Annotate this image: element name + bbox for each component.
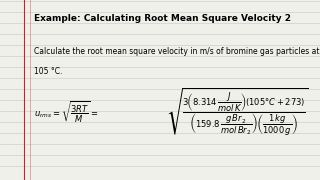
Text: $u_{rms} = \sqrt{\dfrac{3RT}{M}} =$: $u_{rms} = \sqrt{\dfrac{3RT}{M}} =$ [34,99,98,124]
Text: 105 °C.: 105 °C. [34,67,62,76]
Text: Example: Calculating Root Mean Square Velocity 2: Example: Calculating Root Mean Square Ve… [34,14,291,23]
Text: $\sqrt{\dfrac{3\!\left(8.314\,\dfrac{J}{mol\,K}\right)\!\left(105°C+273\right)}{: $\sqrt{\dfrac{3\!\left(8.314\,\dfrac{J}{… [166,86,308,137]
Text: Calculate the root mean square velocity in m/s of bromine gas particles at: Calculate the root mean square velocity … [34,47,319,56]
